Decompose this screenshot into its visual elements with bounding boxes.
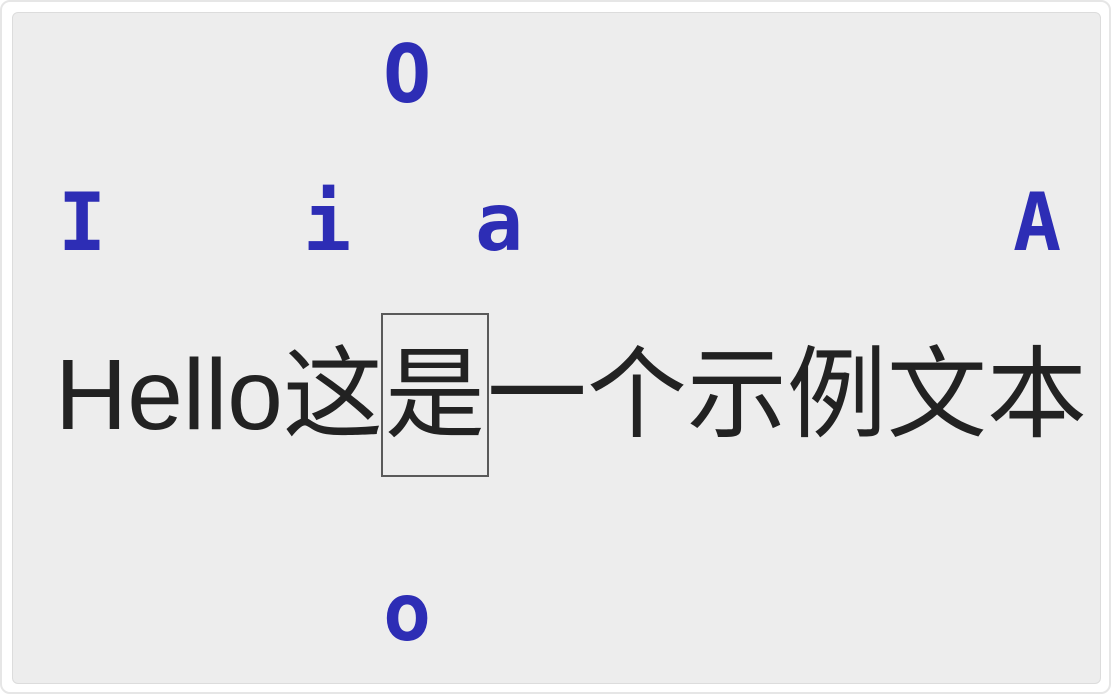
vim-label-label-a: a	[475, 183, 523, 263]
editor-line[interactable]: Hello 这是一个示例文本	[55, 313, 1087, 477]
vim-label-label-I: I	[58, 183, 106, 263]
text-char: l	[183, 345, 205, 445]
text-char: 一	[487, 345, 587, 445]
text-char: e	[127, 345, 183, 445]
text-char: 个	[587, 345, 687, 445]
editor-canvas: OIiaAoHello 这是一个示例文本	[12, 12, 1101, 684]
outer-frame: OIiaAoHello 这是一个示例文本	[0, 0, 1111, 694]
text-char: 示	[687, 345, 787, 445]
text-char: 这	[283, 345, 383, 445]
text-char: 文	[887, 345, 987, 445]
text-char: l	[205, 345, 227, 445]
vim-label-label-O-up: O	[383, 35, 431, 115]
text-char: 本	[987, 345, 1087, 445]
text-char: o	[227, 345, 283, 445]
cursor-char: 是	[381, 313, 489, 477]
text-char: H	[55, 345, 127, 445]
vim-label-label-i: i	[303, 183, 351, 263]
vim-label-label-o-down: o	[383, 573, 431, 653]
vim-label-label-A: A	[1013, 183, 1061, 263]
text-char: 例	[787, 345, 887, 445]
